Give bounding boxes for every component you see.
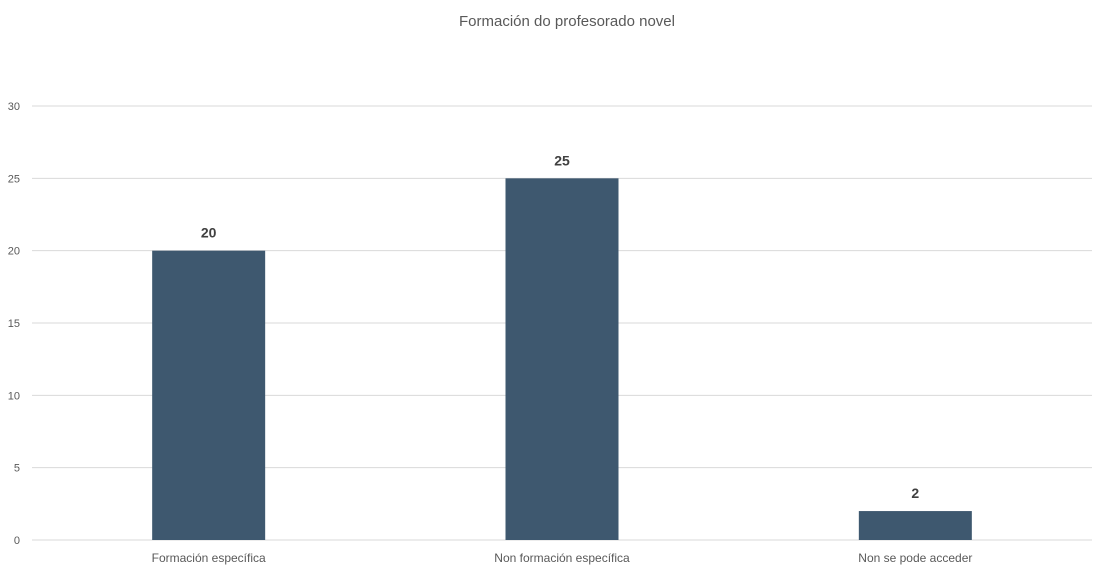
y-tick-label: 20 — [8, 246, 20, 258]
y-tick-label: 15 — [8, 318, 20, 330]
bar — [505, 178, 619, 541]
data-labels: 20 25 2 — [201, 152, 920, 501]
y-tick-label: 5 — [14, 463, 20, 475]
bars — [152, 178, 972, 541]
y-tick-label: 25 — [8, 173, 20, 185]
x-tick-label: Formación específica — [152, 551, 266, 565]
data-label: 25 — [554, 152, 570, 168]
chart-title: Formación do profesorado novel — [459, 13, 675, 30]
x-tick-label: Non formación específica — [494, 551, 630, 565]
y-axis-ticks: 0 5 10 15 20 25 30 — [8, 101, 20, 547]
y-tick-label: 0 — [14, 535, 20, 547]
data-label: 2 — [911, 485, 919, 501]
data-label: 20 — [201, 225, 217, 241]
x-tick-label: Non se pode acceder — [858, 551, 972, 565]
y-tick-label: 10 — [8, 390, 20, 402]
y-tick-label: 30 — [8, 101, 20, 113]
bar — [858, 511, 972, 540]
bar — [152, 250, 266, 540]
x-axis-ticks: Formación específica Non formación especí… — [152, 551, 973, 565]
